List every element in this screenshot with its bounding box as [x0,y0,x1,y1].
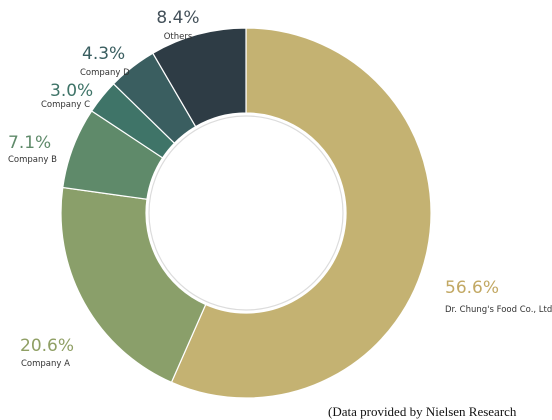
slice-label-company-c: Company C [41,100,90,110]
slice-label-company-b: Company B [8,155,57,165]
slice-percent-company-a: 20.6% [20,336,74,356]
donut-slice-others [152,27,247,128]
slice-percent-company-b: 7.1% [8,133,51,153]
slice-percent-company-d: 4.3% [82,44,125,64]
slice-label-others: Others [164,32,193,42]
donut-slices [60,27,432,399]
inner-ring [148,115,344,311]
source-note: (Data provided by Nielsen Research [328,404,517,419]
slice-percent-company-c: 3.0% [50,81,93,101]
slice-percent-dr-chung: 56.6% [445,278,499,298]
slice-label-company-a: Company A [21,359,70,369]
donut-slice-company-a [60,186,207,384]
slice-label-dr-chung: Dr. Chung's Food Co., Ltd [445,305,552,315]
slice-label-company-d: Company D [80,68,130,78]
donut-slice-dr-chung-s-food-co-ltd [170,27,432,399]
slice-percent-others: 8.4% [156,8,199,28]
